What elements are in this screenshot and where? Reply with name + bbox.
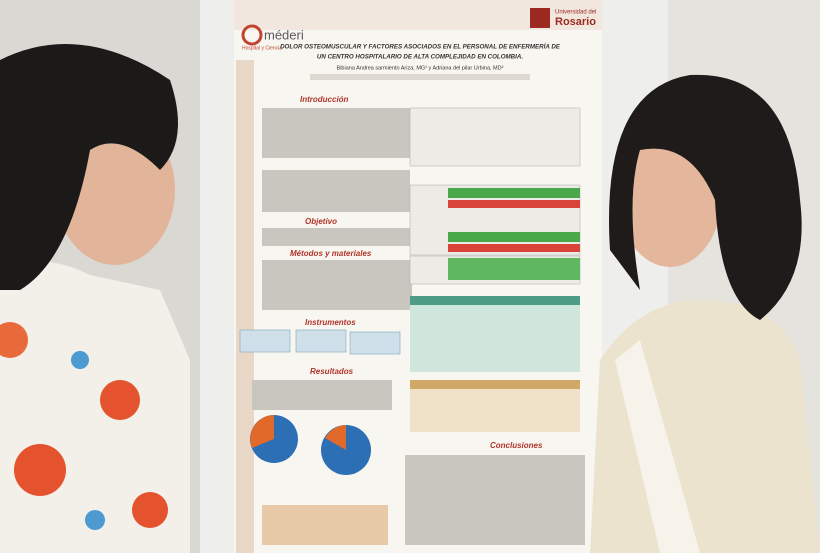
person-right bbox=[590, 74, 820, 553]
section-heading: Resultados bbox=[310, 367, 354, 376]
pie-slice bbox=[250, 415, 274, 448]
results-tables bbox=[409, 107, 581, 432]
poster-authors: Bibiana Andrea sarmiento Ariza, MG¹ y Ad… bbox=[337, 65, 504, 71]
text-block bbox=[252, 380, 392, 410]
section-heading: Introducción bbox=[300, 95, 349, 104]
section-heading: Objetivo bbox=[305, 217, 337, 226]
poster-side-ornament bbox=[236, 60, 254, 553]
instrument-boxes bbox=[239, 329, 401, 355]
logo-crest bbox=[530, 8, 550, 28]
text-block bbox=[405, 455, 585, 545]
poster-title: UN CENTRO HOSPITALARIO DE ALTA COMPLEJID… bbox=[317, 54, 523, 61]
logo-left-sub: Hospital y Ciencia bbox=[242, 45, 282, 51]
logo-right: Rosario bbox=[555, 16, 596, 28]
section-heading: Métodos y materiales bbox=[290, 249, 372, 258]
section-heading: Conclusiones bbox=[490, 441, 543, 450]
text-block bbox=[262, 228, 410, 246]
logo-icon bbox=[241, 24, 263, 46]
affiliation-lines bbox=[310, 74, 530, 80]
person-left bbox=[0, 44, 190, 553]
text-block bbox=[262, 108, 410, 212]
section-heading: Instrumentos bbox=[305, 318, 356, 327]
text-block bbox=[262, 260, 412, 310]
table bbox=[262, 505, 388, 545]
logo-left: méderi bbox=[264, 27, 304, 42]
logo-right-top: Universidad del bbox=[555, 10, 596, 16]
pie-slice bbox=[325, 425, 346, 450]
poster-title: DOLOR OSTEOMUSCULAR Y FACTORES ASOCIADOS… bbox=[280, 44, 561, 51]
